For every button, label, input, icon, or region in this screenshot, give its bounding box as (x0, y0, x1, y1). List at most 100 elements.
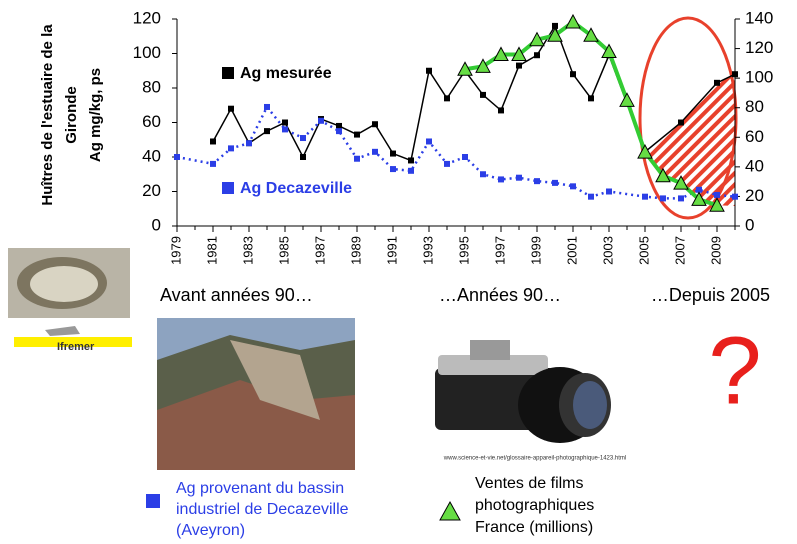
y2-tick-label: 60 (745, 127, 764, 146)
oyster-photo (8, 248, 130, 318)
y2-tick-label: 0 (745, 215, 754, 234)
camera-photo (435, 340, 611, 443)
legend-label: Ag Decazeville (240, 180, 352, 197)
point (498, 176, 504, 182)
point (210, 161, 216, 167)
slide: 0204060801001200204060801001201401979198… (0, 0, 797, 544)
point (210, 138, 216, 144)
point (282, 120, 288, 126)
point (336, 123, 342, 129)
point (714, 192, 720, 198)
point (408, 157, 414, 163)
y-axis-title: Huîtres de l'estuaire de la (39, 24, 56, 206)
y-axis-title: Gironde (63, 86, 80, 144)
point (354, 132, 360, 138)
x-tick-label: 1999 (528, 236, 543, 265)
y-tick-label: 120 (133, 8, 161, 27)
point (534, 52, 540, 58)
blue-note: (Aveyron) (176, 522, 245, 539)
x-tick-label: 2003 (600, 236, 615, 265)
point (570, 183, 576, 189)
x-tick-label: 2005 (636, 236, 651, 265)
x-tick-label: 1983 (240, 236, 255, 265)
y-tick-label: 80 (142, 77, 161, 96)
point (228, 145, 234, 151)
ifremer-logo (45, 326, 80, 336)
point (606, 189, 612, 195)
point (566, 15, 580, 28)
point (480, 92, 486, 98)
point (372, 149, 378, 155)
green-note: Ventes de films (475, 475, 584, 492)
point (444, 161, 450, 167)
point (678, 120, 684, 126)
green-note: France (millions) (475, 519, 593, 536)
x-tick-label: 2007 (672, 236, 687, 265)
point (174, 154, 180, 160)
point (534, 178, 540, 184)
point (498, 107, 504, 113)
point (642, 194, 648, 200)
point (408, 168, 414, 174)
point (732, 194, 738, 200)
point (516, 63, 522, 69)
point (300, 135, 306, 141)
point (426, 138, 432, 144)
photo-credit: www.science-et-vie.net/glossaire-apparei… (443, 456, 626, 462)
y-tick-label: 100 (133, 43, 161, 62)
point (570, 71, 576, 77)
x-tick-label: 1995 (456, 236, 471, 265)
point (300, 154, 306, 160)
point (480, 171, 486, 177)
legend-label: Ag mesurée (240, 65, 332, 82)
question-mark: ? (708, 317, 761, 424)
point (552, 180, 558, 186)
point (318, 118, 324, 124)
landscape-photo (157, 318, 355, 470)
ifremer-label: Ifremer (57, 341, 95, 353)
y-tick-label: 60 (142, 112, 161, 131)
legend-marker (222, 182, 234, 194)
y-tick-label: 0 (152, 215, 161, 234)
y2-tick-label: 120 (745, 38, 773, 57)
series-line (213, 26, 735, 161)
point (372, 121, 378, 127)
x-tick-label: 1987 (312, 236, 327, 265)
point (426, 68, 432, 74)
point (660, 195, 666, 201)
point (354, 156, 360, 162)
y-tick-label: 40 (142, 146, 161, 165)
x-tick-label: 2001 (564, 236, 579, 265)
period-label: …Années 90… (439, 285, 561, 305)
point (516, 175, 522, 181)
green-note-marker (440, 502, 460, 520)
point (336, 128, 342, 134)
x-tick-label: 1985 (276, 236, 291, 265)
point (678, 195, 684, 201)
point (588, 95, 594, 101)
blue-note: industriel de Decazeville (176, 501, 349, 518)
blue-note-marker (146, 494, 160, 508)
y2-tick-label: 80 (745, 97, 764, 116)
point (390, 151, 396, 157)
point (228, 106, 234, 112)
point (444, 95, 450, 101)
period-label: …Depuis 2005 (651, 285, 770, 305)
point (462, 154, 468, 160)
blue-note: Ag provenant du bassin (176, 480, 344, 497)
green-note: photographiques (475, 497, 594, 514)
y2-tick-label: 140 (745, 8, 773, 27)
point (588, 194, 594, 200)
point (246, 140, 252, 146)
y-tick-label: 20 (142, 181, 161, 200)
point (264, 104, 270, 110)
x-tick-label: 1989 (348, 236, 363, 265)
y-axis-title: Ag mg/kg, ps (87, 68, 104, 162)
x-tick-label: 1981 (204, 236, 219, 265)
point (620, 93, 634, 106)
x-tick-label: 1991 (384, 236, 399, 265)
legend-marker (222, 67, 234, 79)
y2-tick-label: 40 (745, 156, 764, 175)
y2-tick-label: 100 (745, 68, 773, 87)
